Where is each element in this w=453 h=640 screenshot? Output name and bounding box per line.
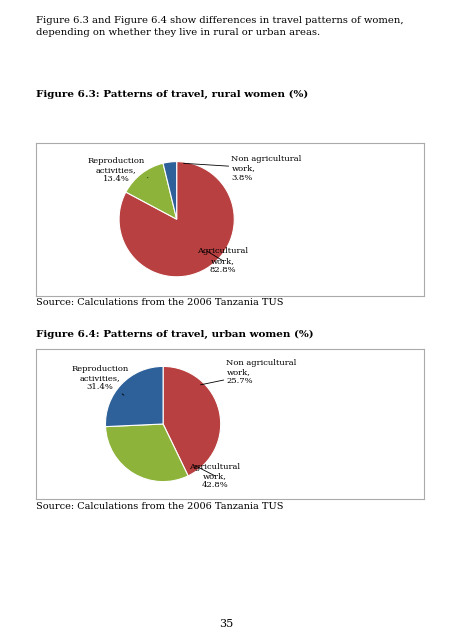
Wedge shape: [163, 366, 221, 476]
Text: Reproduction
activities,
13.4%: Reproduction activities, 13.4%: [87, 157, 148, 184]
Wedge shape: [119, 161, 234, 276]
Text: Source: Calculations from the 2006 Tanzania TUS: Source: Calculations from the 2006 Tanza…: [36, 502, 284, 511]
Text: Source: Calculations from the 2006 Tanzania TUS: Source: Calculations from the 2006 Tanza…: [36, 298, 284, 307]
Wedge shape: [106, 424, 188, 481]
Text: Agricultural
work,
42.8%: Agricultural work, 42.8%: [189, 463, 241, 489]
Text: Agricultural
work,
82.8%: Agricultural work, 82.8%: [197, 248, 248, 274]
Wedge shape: [106, 366, 163, 427]
Text: Non agricultural
work,
25.7%: Non agricultural work, 25.7%: [201, 359, 297, 385]
Wedge shape: [163, 161, 177, 219]
Text: Reproduction
activities,
31.4%: Reproduction activities, 31.4%: [71, 365, 128, 395]
Text: Figure 6.3 and Figure 6.4 show differences in travel patterns of women,
dependin: Figure 6.3 and Figure 6.4 show differenc…: [36, 16, 404, 36]
Text: Figure 6.4: Patterns of travel, urban women (%): Figure 6.4: Patterns of travel, urban wo…: [36, 330, 314, 339]
Wedge shape: [126, 163, 177, 219]
Text: Non agricultural
work,
3.8%: Non agricultural work, 3.8%: [183, 156, 302, 182]
Text: Figure 6.3: Patterns of travel, rural women (%): Figure 6.3: Patterns of travel, rural wo…: [36, 90, 308, 99]
Text: 35: 35: [219, 619, 234, 629]
